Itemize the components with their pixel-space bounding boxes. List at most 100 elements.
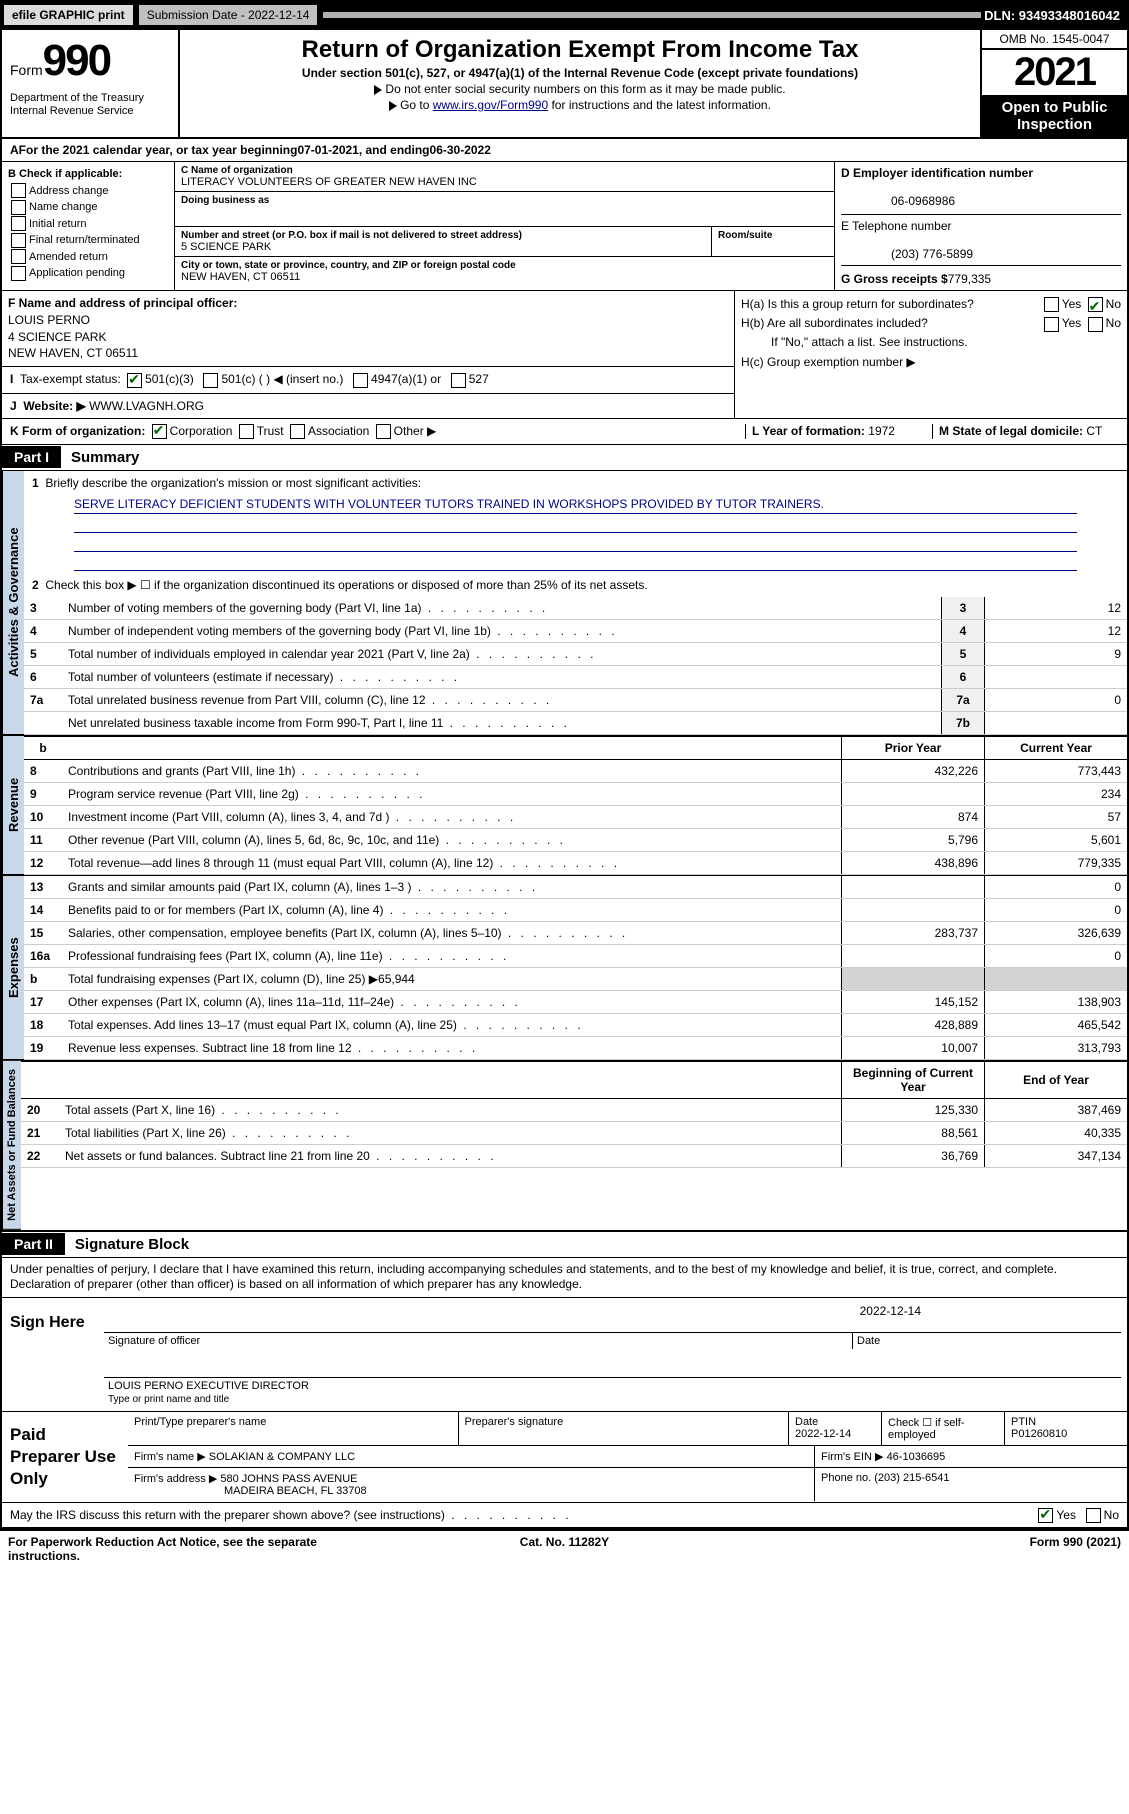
- part1-header: Part I: [2, 446, 61, 468]
- discuss-row: May the IRS discuss this return with the…: [2, 1502, 1127, 1527]
- tab-net-assets: Net Assets or Fund Balances: [2, 1061, 21, 1230]
- chk-501c3[interactable]: [127, 373, 142, 388]
- form-number-box: Form990 Department of the Treasury Inter…: [2, 30, 180, 137]
- top-toolbar: efile GRAPHIC print Submission Date - 20…: [0, 0, 1129, 30]
- f-h-row: F Name and address of principal officer:…: [0, 291, 1129, 419]
- chk-501c[interactable]: [203, 373, 218, 388]
- paid-preparer-label: Paid Preparer Use Only: [2, 1412, 128, 1502]
- firm-name: SOLAKIAN & COMPANY LLC: [209, 1451, 355, 1463]
- chk-discuss-yes[interactable]: [1038, 1508, 1053, 1523]
- form-word: Form: [10, 62, 43, 78]
- mission-text: SERVE LITERACY DEFICIENT STUDENTS WITH V…: [74, 497, 1077, 514]
- city-label: City or town, state or province, country…: [181, 260, 828, 271]
- part2-header: Part II: [2, 1233, 65, 1255]
- ein-label: D Employer identification number: [841, 166, 1033, 180]
- main-title: Return of Organization Exempt From Incom…: [190, 36, 970, 64]
- chk-discuss-no[interactable]: [1086, 1508, 1101, 1523]
- part1-title: Summary: [61, 445, 149, 470]
- tax-year: 2021: [982, 50, 1127, 95]
- k-l-m-row: K Form of organization: Corporation Trus…: [0, 419, 1129, 445]
- q2-label: Check this box ▶ ☐ if the organization d…: [45, 578, 647, 592]
- street-label: Number and street (or P.O. box if mail i…: [181, 230, 705, 241]
- tab-expenses: Expenses: [2, 876, 24, 1060]
- net-table: Beginning of Current YearEnd of Year 20T…: [21, 1061, 1127, 1168]
- chk-ha-yes[interactable]: [1044, 297, 1059, 312]
- form-number: 990: [43, 36, 110, 85]
- cat-no: Cat. No. 11282Y: [379, 1535, 750, 1563]
- dba-label: Doing business as: [181, 195, 828, 206]
- sign-here-label: Sign Here: [2, 1298, 98, 1411]
- part-2: Part II Signature Block Under penalties …: [0, 1232, 1129, 1529]
- dept-label: Department of the Treasury Internal Reve…: [10, 92, 170, 118]
- box-d-e-g: D Employer identification number 06-0968…: [834, 162, 1127, 290]
- subtitle-1: Under section 501(c), 527, or 4947(a)(1)…: [190, 66, 970, 80]
- gross-label: G Gross receipts $: [841, 272, 948, 286]
- org-name: LITERACY VOLUNTEERS OF GREATER NEW HAVEN…: [181, 176, 828, 188]
- part-1: Part I Summary Activities & Governance 1…: [0, 445, 1129, 1232]
- chk-trust[interactable]: [239, 424, 254, 439]
- box-f: F Name and address of principal officer:…: [2, 291, 734, 366]
- ein: 06-0968986: [891, 194, 955, 208]
- subtitle-3: Go to www.irs.gov/Form990 for instructio…: [190, 98, 970, 112]
- rev-table: bPrior YearCurrent Year 8Contributions a…: [24, 736, 1127, 875]
- firm-ein: 46-1036695: [887, 1451, 946, 1463]
- sig-date: 2022-12-14: [104, 1304, 1121, 1318]
- chk-final-return[interactable]: [11, 233, 26, 248]
- chk-527[interactable]: [451, 373, 466, 388]
- pra-notice: For Paperwork Reduction Act Notice, see …: [8, 1535, 379, 1563]
- city: NEW HAVEN, CT 06511: [181, 271, 828, 283]
- phone-label: E Telephone number: [841, 219, 952, 233]
- chk-hb-yes[interactable]: [1044, 317, 1059, 332]
- chk-address-change[interactable]: [11, 183, 26, 198]
- firm-addr2: MADEIRA BEACH, FL 33708: [224, 1485, 367, 1497]
- box-h: H(a) Is this a group return for subordin…: [735, 291, 1127, 418]
- sig-officer-label: Signature of officer: [104, 1333, 852, 1349]
- tab-revenue: Revenue: [2, 736, 24, 875]
- ptin: P01260810: [1011, 1428, 1067, 1440]
- dln-label: DLN: 93493348016042: [984, 8, 1128, 23]
- page-footer: For Paperwork Reduction Act Notice, see …: [0, 1529, 1129, 1567]
- chk-corp[interactable]: [152, 424, 167, 439]
- form-ref: Form 990 (2021): [750, 1535, 1121, 1563]
- subtitle-2: Do not enter social security numbers on …: [190, 82, 970, 96]
- part2-title: Signature Block: [65, 1232, 199, 1257]
- website-row: J Website: ▶ WWW.LVAGNH.ORG: [2, 393, 734, 418]
- chk-assoc[interactable]: [290, 424, 305, 439]
- org-name-label: C Name of organization: [181, 165, 828, 176]
- chk-4947[interactable]: [353, 373, 368, 388]
- street: 5 SCIENCE PARK: [181, 241, 705, 253]
- chk-ha-no[interactable]: [1088, 297, 1103, 312]
- exp-table: 13Grants and similar amounts paid (Part …: [24, 876, 1127, 1060]
- website-url: WWW.LVAGNH.ORG: [89, 399, 204, 413]
- chk-hb-no[interactable]: [1088, 317, 1103, 332]
- title-block: Return of Organization Exempt From Incom…: [180, 30, 980, 137]
- chk-amended[interactable]: [11, 249, 26, 264]
- officer-name: LOUIS PERNO EXECUTIVE DIRECTOR: [104, 1378, 313, 1394]
- q1-label: Briefly describe the organization's miss…: [45, 476, 421, 490]
- chk-application-pending[interactable]: [11, 266, 26, 281]
- omb-number: OMB No. 1545-0047: [982, 30, 1127, 50]
- box-b: B Check if applicable: Address change Na…: [2, 162, 175, 290]
- open-public-label: Open to Public Inspection: [982, 95, 1127, 137]
- chk-name-change[interactable]: [11, 200, 26, 215]
- firm-addr1: 580 JOHNS PASS AVENUE: [220, 1473, 357, 1485]
- phone: (203) 776-5899: [891, 247, 973, 261]
- period-row: A For the 2021 calendar year, or tax yea…: [0, 139, 1129, 162]
- year-box: OMB No. 1545-0047 2021 Open to Public In…: [980, 30, 1127, 137]
- paid-preparer-area: Paid Preparer Use Only Print/Type prepar…: [2, 1411, 1127, 1502]
- toolbar-spacer: [323, 12, 981, 18]
- room-label: Room/suite: [718, 230, 828, 241]
- submission-date: Submission Date - 2022-12-14: [139, 5, 318, 25]
- chk-initial-return[interactable]: [11, 216, 26, 231]
- chk-other[interactable]: [376, 424, 391, 439]
- gross-amount: 779,335: [948, 272, 991, 286]
- efile-print-button[interactable]: efile GRAPHIC print: [4, 5, 133, 25]
- firm-phone: (203) 215-6541: [874, 1472, 949, 1484]
- info-block: B Check if applicable: Address change Na…: [0, 162, 1129, 291]
- sign-here-area: Sign Here 2022-12-14 Signature of office…: [2, 1297, 1127, 1411]
- irs-link[interactable]: www.irs.gov/Form990: [433, 98, 548, 112]
- tax-status-row: I Tax-exempt status: 501(c)(3) 501(c) ( …: [2, 366, 734, 392]
- form-header: Form990 Department of the Treasury Inter…: [0, 30, 1129, 139]
- year-formation: 1972: [868, 424, 895, 438]
- declaration-text: Under penalties of perjury, I declare th…: [2, 1258, 1127, 1297]
